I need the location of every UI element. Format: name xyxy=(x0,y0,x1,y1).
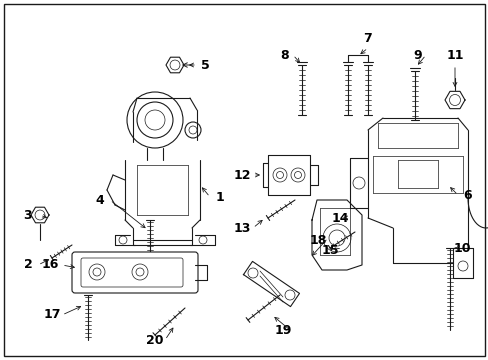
FancyBboxPatch shape xyxy=(81,258,183,287)
Text: 19: 19 xyxy=(274,324,291,337)
Text: 8: 8 xyxy=(280,49,289,62)
Text: 17: 17 xyxy=(43,309,61,321)
Text: 11: 11 xyxy=(446,49,463,62)
Text: 6: 6 xyxy=(463,189,471,202)
Text: 20: 20 xyxy=(146,333,163,346)
Text: 12: 12 xyxy=(233,168,250,181)
Text: 15: 15 xyxy=(321,243,338,257)
Text: 2: 2 xyxy=(23,258,32,271)
Text: 5: 5 xyxy=(200,59,209,72)
Text: 10: 10 xyxy=(452,242,470,255)
Text: 13: 13 xyxy=(233,221,250,234)
Text: 7: 7 xyxy=(363,32,372,45)
Text: 18: 18 xyxy=(309,234,326,247)
Text: 16: 16 xyxy=(41,258,59,271)
Text: 9: 9 xyxy=(413,49,422,62)
Text: 3: 3 xyxy=(23,208,32,221)
FancyBboxPatch shape xyxy=(72,252,198,293)
Text: 1: 1 xyxy=(215,190,224,203)
Text: 4: 4 xyxy=(96,194,104,207)
Text: 14: 14 xyxy=(330,212,348,225)
